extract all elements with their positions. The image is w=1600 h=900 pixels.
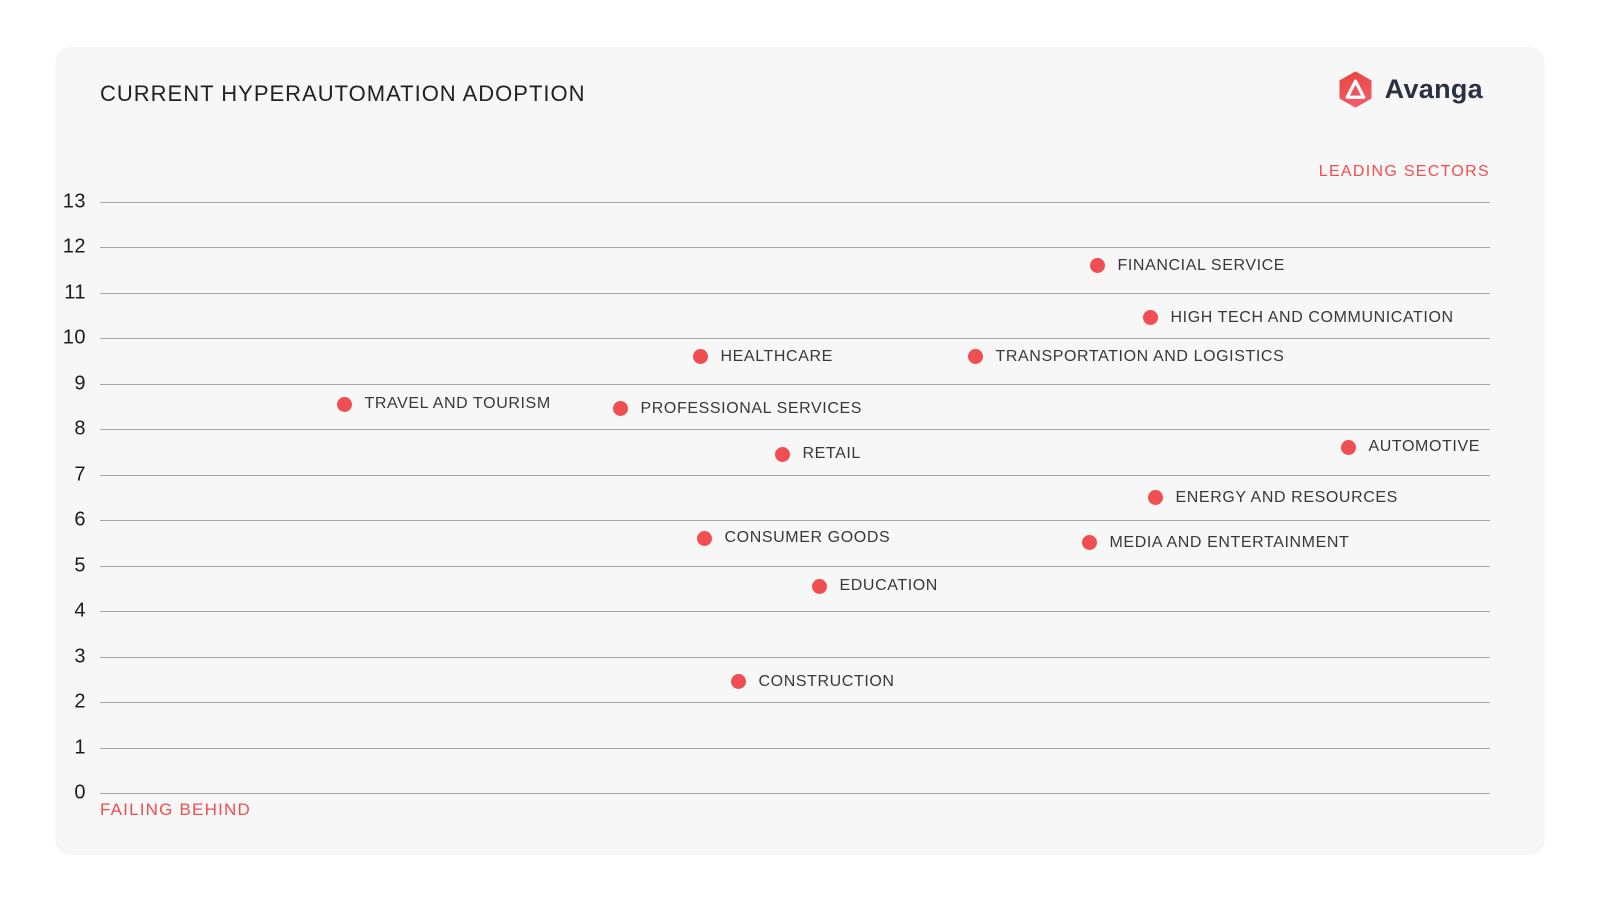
y-axis-tick-label: 4 (74, 599, 86, 622)
data-point-label: ENERGY AND RESOURCES (1175, 488, 1398, 506)
y-axis-tick-label: 0 (74, 781, 86, 804)
y-axis-tick-label: 1 (74, 736, 86, 759)
data-point-label: MEDIA AND ENTERTAINMENT (1109, 533, 1350, 551)
data-point: TRAVEL AND TOURISM (336, 395, 551, 413)
gridline (100, 247, 1490, 249)
data-point: TRANSPORTATION AND LOGISTICS (967, 347, 1285, 366)
data-point-label: TRAVEL AND TOURISM (364, 395, 551, 413)
y-axis-tick-label: 12 (62, 235, 86, 258)
y-axis-tick-label: 13 (62, 190, 86, 213)
data-point: HIGH TECH AND COMMUNICATION (1142, 308, 1454, 327)
data-point-label: TRANSPORTATION AND LOGISTICS (995, 347, 1285, 365)
data-point-label: AUTOMOTIVE (1368, 438, 1480, 456)
data-point: FINANCIAL SERVICE (1089, 256, 1286, 275)
data-point-label: RETAIL (802, 445, 861, 463)
gridline (100, 565, 1490, 567)
y-axis-tick-label: 9 (74, 372, 86, 395)
data-point: HEALTHCARE (692, 347, 833, 366)
y-axis-tick-label: 10 (62, 326, 86, 349)
gridline (100, 656, 1490, 658)
data-point: PROFESSIONAL SERVICES (612, 399, 863, 418)
data-point-dot (967, 349, 983, 365)
gridline (100, 202, 1490, 203)
data-point-label: HIGH TECH AND COMMUNICATION (1170, 308, 1454, 326)
data-point-label: PROFESSIONAL SERVICES (640, 399, 863, 417)
data-point-label: CONSUMER GOODS (724, 529, 891, 547)
data-point: CONSTRUCTION (730, 672, 895, 691)
gridline (100, 474, 1490, 476)
data-point: RETAIL (774, 445, 861, 463)
data-point: MEDIA AND ENTERTAINMENT (1081, 533, 1350, 552)
leading-sectors-annotation: LEADING SECTORS (1318, 163, 1490, 180)
data-point-label: CONSTRUCTION (758, 672, 895, 690)
data-point: ENERGY AND RESOURCES (1147, 488, 1398, 507)
gridline (100, 611, 1490, 613)
gridline (100, 383, 1490, 385)
y-axis-tick-label: 5 (74, 554, 86, 577)
failing-behind-annotation: FAILING BEHIND (100, 800, 251, 819)
data-point-dot (1142, 310, 1158, 326)
avanga-hexagon-logo-icon (1339, 71, 1372, 108)
brand-logo: Avanga (1339, 71, 1483, 108)
data-point-dot (811, 578, 827, 594)
data-point-dot (336, 396, 352, 412)
gridline (100, 429, 1490, 431)
data-point-label: HEALTHCARE (720, 347, 833, 365)
y-axis-tick-label: 6 (74, 508, 86, 531)
data-point-dot (692, 349, 708, 365)
data-point: CONSUMER GOODS (696, 529, 891, 547)
y-axis-tick-label: 7 (74, 463, 86, 486)
y-axis-tick-label: 3 (74, 645, 86, 668)
gridline (100, 292, 1490, 294)
data-point-dot (1081, 535, 1097, 551)
data-point-dot (730, 674, 746, 690)
gridline (100, 793, 1490, 794)
y-axis-tick-label: 2 (74, 690, 86, 713)
data-point-label: FINANCIAL SERVICE (1117, 256, 1286, 274)
gridline (100, 747, 1490, 749)
data-point-dot (612, 401, 628, 417)
gridline (100, 702, 1490, 704)
y-axis-tick-label: 11 (64, 281, 86, 304)
brand-name: Avanga (1384, 74, 1483, 104)
plot-area: 13 12 11 10 9 8 7 6 5 4 3 2 1 0 FINANCIAL SERVICE HIGH … (63, 191, 1490, 804)
data-point-dot (1147, 490, 1163, 505)
chart-title: CURRENT HYPERAUTOMATION ADOPTION (100, 81, 586, 106)
chart-card: CURRENT HYPERAUTOMATION ADOPTION Avanga … (55, 47, 1545, 855)
data-point-dot (1340, 439, 1356, 455)
data-point: EDUCATION (811, 577, 938, 595)
data-point: AUTOMOTIVE (1340, 438, 1481, 456)
gridline (100, 338, 1490, 340)
gridline (100, 520, 1490, 522)
data-point-dot (696, 530, 712, 546)
data-point-dot (774, 446, 790, 462)
data-point-label: EDUCATION (839, 577, 938, 595)
data-point-dot (1089, 258, 1105, 274)
y-axis-tick-label: 8 (74, 417, 86, 440)
